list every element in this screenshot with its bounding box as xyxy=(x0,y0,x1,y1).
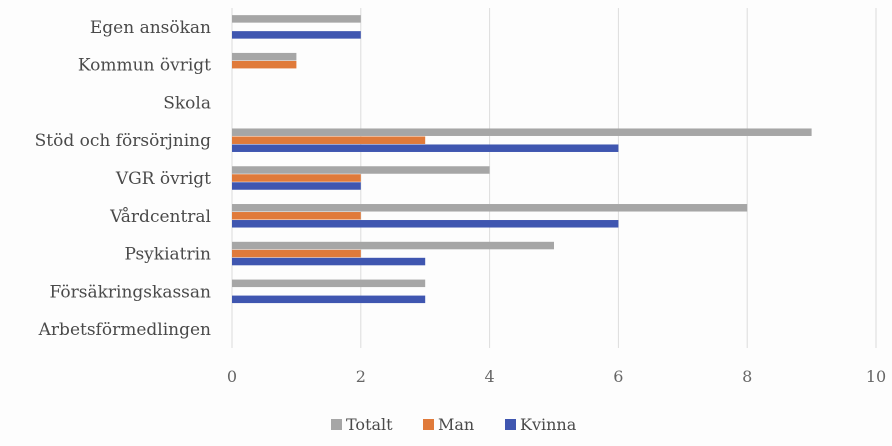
category-label: Egen ansökan xyxy=(90,18,211,38)
category-label: Vårdcentral xyxy=(109,207,211,227)
bar-totalt-st-d-och-f-rs-rjning xyxy=(232,128,812,136)
x-tick-label: 8 xyxy=(742,367,752,386)
bars xyxy=(232,15,812,304)
bar-kvinna-v-rdcentral xyxy=(232,220,619,228)
x-axis-ticks: 0 2 4 6 8 10 xyxy=(227,367,886,386)
legend-swatch-kvinna xyxy=(505,419,516,430)
bar-kvinna-egen-ans-kan xyxy=(232,31,361,39)
legend-label-kvinna: Kvinna xyxy=(520,415,577,434)
category-label: VGR övrigt xyxy=(115,169,211,189)
legend-label-totalt: Totalt xyxy=(346,415,393,434)
bar-totalt-kommun-vrigt xyxy=(232,52,297,61)
category-labels: Egen ansökan Kommun övrigt Skola Stöd och f… xyxy=(35,18,212,340)
bar-man-v-rdcentral xyxy=(232,212,361,220)
category-label: Kommun övrigt xyxy=(78,56,211,76)
bar-totalt-f-rs-kringskassan xyxy=(232,279,426,288)
category-label: Stöd och försörjning xyxy=(35,131,211,151)
bar-kvinna-vgr-vrigt xyxy=(232,182,361,190)
legend-label-man: Man xyxy=(438,415,474,434)
x-tick-label: 10 xyxy=(866,367,886,386)
bar-totalt-v-rdcentral xyxy=(232,204,748,212)
bar-totalt-psykiatrin xyxy=(232,241,554,250)
x-tick-label: 0 xyxy=(227,367,237,386)
grid xyxy=(231,8,877,348)
category-label: Arbetsförmedlingen xyxy=(38,320,211,340)
x-tick-label: 2 xyxy=(356,367,366,386)
x-tick-label: 6 xyxy=(613,367,623,386)
legend: Totalt Man Kvinna xyxy=(331,415,577,434)
bar-man-vgr-vrigt xyxy=(232,174,361,182)
bar-man-st-d-och-f-rs-rjning xyxy=(232,136,426,144)
x-tick-label: 4 xyxy=(485,367,495,386)
category-label: Försäkringskassan xyxy=(50,282,212,302)
category-label: Psykiatrin xyxy=(124,245,211,265)
bar-totalt-egen-ans-kan xyxy=(232,15,361,23)
category-label: Skola xyxy=(163,93,211,113)
legend-swatch-man xyxy=(423,419,434,430)
bar-man-kommun-vrigt xyxy=(232,60,297,69)
bar-kvinna-st-d-och-f-rs-rjning xyxy=(232,144,619,152)
bar-kvinna-psykiatrin xyxy=(232,257,426,266)
bar-man-psykiatrin xyxy=(232,249,361,258)
bar-kvinna-f-rs-kringskassan xyxy=(232,295,426,304)
legend-swatch-totalt xyxy=(331,419,342,430)
bar-totalt-vgr-vrigt xyxy=(232,166,490,174)
